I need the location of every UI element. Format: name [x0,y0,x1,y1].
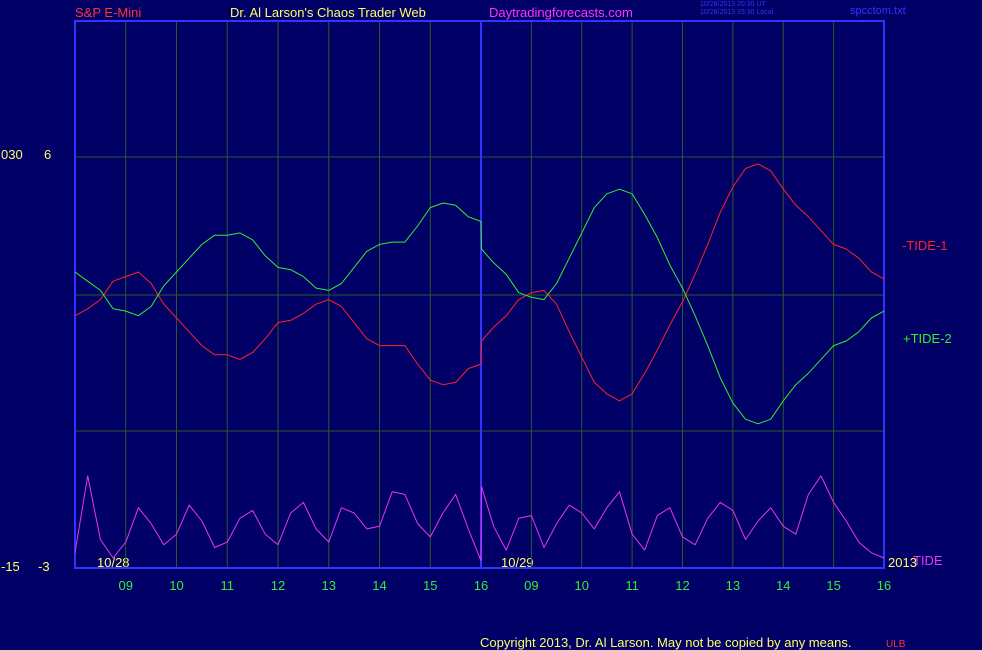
x-tick-label: 16 [474,578,488,593]
x-tick-label: 10 [575,578,589,593]
x-tick-label: 13 [726,578,740,593]
legend-tide2: +TIDE-2 [903,331,952,346]
x-tick-label: 13 [322,578,336,593]
footer-mark: ULB [886,639,906,650]
outer-axis-top-label: 030 [1,147,23,162]
x-tick-label: 16 [877,578,891,593]
x-tick-label: 15 [826,578,840,593]
x-tick-label: 12 [271,578,285,593]
tide1-series-line [74,163,885,402]
x-tick-label: 14 [372,578,386,593]
legend-tide: TIDE [913,553,943,568]
tide2-series-line [74,188,885,425]
x-tick-label: 09 [119,578,133,593]
year-label: 2013 [888,555,917,570]
inner-axis-top-label: 6 [44,147,52,162]
x-tick-label: 14 [776,578,790,593]
outer-axis-bottom-label: -15 [1,559,20,574]
date-label-1: 10/28 [97,555,130,570]
x-tick-label: 12 [675,578,689,593]
copyright-notice: Copyright 2013, Dr. Al Larson. May not b… [480,635,852,650]
symbol-title: S&P E-Mini [75,5,142,20]
plot-frame [74,20,885,569]
x-tick-label: 10 [169,578,183,593]
inner-axis-bottom-label: -3 [38,559,50,574]
timestamp-local: 10/28/2013 15:30 Local [700,9,774,16]
site-link[interactable]: Daytradingforecasts.com [489,5,633,20]
date-label-2: 10/29 [501,555,534,570]
x-tick-label: 09 [524,578,538,593]
x-tick-label: 15 [423,578,437,593]
legend-tide1: -TIDE-1 [902,238,948,253]
timestamp-ut: 10/28/2013 20:30 UT [700,1,766,8]
x-tick-label: 11 [625,578,639,593]
x-tick-label: 11 [221,578,235,593]
tide-oscillator-line [74,475,885,562]
file-name: spcctom.txt [850,5,906,17]
author-title: Dr. Al Larson's Chaos Trader Web [230,5,426,20]
